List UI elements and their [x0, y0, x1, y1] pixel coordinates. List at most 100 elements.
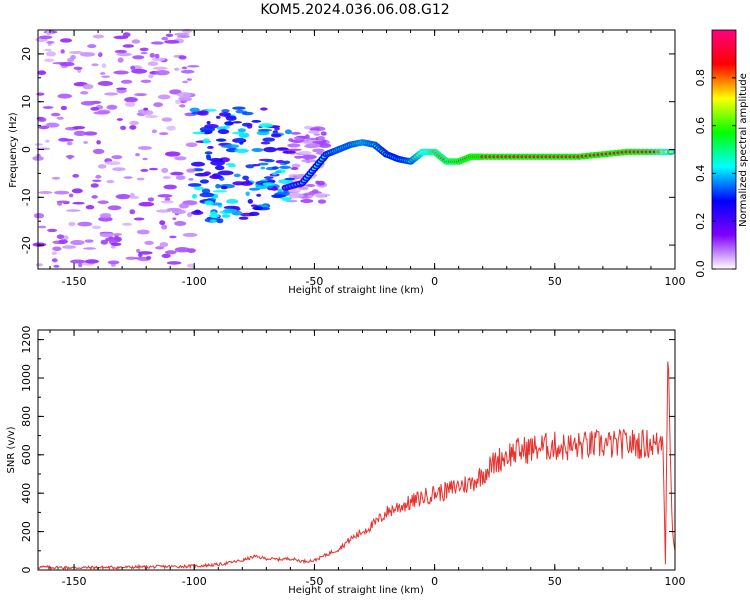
- spectrogram-blob: [150, 41, 164, 45]
- spectrogram-blob: [217, 170, 234, 176]
- spectrogram-blob: [186, 78, 192, 81]
- spectrogram-blob: [37, 117, 47, 122]
- spectrogram-blob: [275, 160, 285, 164]
- snr-y-tick-label: 400: [20, 483, 33, 504]
- spectrogram-blob: [116, 118, 123, 121]
- spectrogram-blob: [225, 115, 237, 121]
- spectrogram-blob: [175, 99, 181, 105]
- spectrogram-cloud: [32, 28, 332, 268]
- spectrogram-blob: [90, 183, 99, 188]
- spectrogram-blob: [290, 167, 299, 170]
- spectrogram-blob: [163, 184, 177, 190]
- spectrogram-blob: [207, 145, 214, 149]
- spectrogram-blob: [216, 115, 221, 119]
- spectrogram-blob: [161, 224, 168, 230]
- spectrogram-blob: [314, 193, 327, 198]
- spectrogram-blob: [56, 200, 70, 204]
- spectrogram-blob: [284, 129, 292, 135]
- spectrogram-ridge-core: [668, 150, 674, 154]
- spectrogram-blob: [311, 189, 319, 194]
- spectrogram-blob: [136, 248, 141, 253]
- spectrogram-blob: [164, 151, 181, 157]
- spectrogram-blob: [35, 263, 43, 267]
- spectrogram-blob: [57, 93, 72, 99]
- spectrogram-blob: [172, 217, 177, 220]
- spectrogram-blob: [62, 245, 77, 249]
- spectrogram-blob: [38, 35, 53, 40]
- spectrogram-blob: [145, 115, 159, 118]
- spectrogram-blob: [174, 247, 191, 253]
- spectrogram-blob: [174, 156, 187, 161]
- spectrogram-blob: [304, 155, 310, 161]
- spectrogram-blob: [210, 160, 226, 166]
- spectrogram-blob: [149, 53, 155, 58]
- snr-y-tick-label: 600: [20, 444, 33, 465]
- spectrogram-blob: [144, 240, 154, 245]
- snr-y-ticks: 0 200 400 600 800 1000 1200: [20, 326, 675, 574]
- spectrogram-blob: [44, 58, 55, 63]
- spectrogram-blob: [255, 184, 269, 190]
- spectrogram-blob: [101, 63, 107, 69]
- spectrogram-blob: [199, 179, 209, 184]
- spectrogram-blob: [256, 130, 270, 136]
- snr-frame: [37, 329, 676, 571]
- spectrogram-blob: [182, 80, 189, 84]
- spectrogram-blob: [142, 157, 148, 161]
- spectrogram-blob: [315, 180, 320, 185]
- spectrogram-blob: [91, 225, 102, 229]
- spectrogram-blob: [250, 204, 258, 207]
- spectrogram-blob: [301, 159, 317, 163]
- spectrogram-blob: [271, 133, 282, 138]
- spectrogram-blob: [152, 57, 166, 62]
- spectrogram-blob: [189, 107, 200, 113]
- spectrogram-blob: [161, 117, 173, 122]
- spectrogram-blob: [113, 70, 129, 75]
- spectrogram-blob: [66, 141, 73, 146]
- spectrogram-blob: [278, 179, 294, 184]
- spectrogram-blob: [67, 57, 75, 63]
- spectrogram-blob: [161, 36, 169, 41]
- spectrogram-blob: [215, 138, 227, 142]
- spectrogram-blob: [143, 107, 149, 111]
- spectrogram-blob: [166, 261, 182, 265]
- spectrogram-blob: [317, 199, 327, 204]
- spectrogram-blob: [159, 242, 169, 248]
- spectrogram-blob: [129, 120, 140, 126]
- spectrogram-blob: [312, 148, 325, 153]
- spectrogram-blob: [85, 205, 95, 210]
- spectrogram-blob: [242, 175, 250, 180]
- spectrogram-blob: [312, 141, 327, 144]
- spectrogram-blob: [284, 197, 290, 201]
- spectrogram-blob: [136, 229, 150, 235]
- spectrogram-blob: [300, 199, 314, 203]
- snr-x-ticks: -150 -100 -50 0 50 100: [49, 330, 686, 588]
- spectrogram-blob: [120, 125, 127, 130]
- spectrogram-blob: [59, 61, 75, 67]
- spectrogram-blob: [287, 143, 301, 148]
- spectrogram-blob: [164, 40, 180, 44]
- snr-x-tick-label: 50: [548, 575, 562, 588]
- spectrogram-blob: [304, 134, 310, 140]
- spectrogram-blob: [158, 209, 167, 213]
- spectrogram-blob: [282, 150, 296, 154]
- spectrogram-blob: [208, 214, 220, 218]
- spectrogram-blob: [60, 105, 67, 111]
- spectrogram-blob: [245, 164, 255, 169]
- spectrogram-blob: [256, 193, 262, 197]
- spectrogram-blob: [82, 84, 94, 90]
- spectrogram-blob: [38, 125, 50, 130]
- spectrogram-blob: [197, 110, 209, 116]
- spectrogram-blob: [161, 167, 169, 173]
- spectrogram-blob: [73, 130, 87, 136]
- spectrogram-blob: [84, 259, 100, 264]
- spectrogram-blob: [257, 162, 269, 166]
- spectrogram-blob: [98, 52, 103, 58]
- spectrogram-blob: [209, 219, 217, 223]
- spectrogram-blob: [129, 209, 136, 215]
- snr-y-tick-label: 0: [20, 567, 33, 574]
- spectrogram-blob: [284, 177, 296, 181]
- spectrogram-blob: [275, 147, 289, 151]
- spectrogram-blob: [151, 129, 157, 134]
- spectrogram-blob: [181, 69, 195, 74]
- spectrogram-blob: [92, 34, 105, 39]
